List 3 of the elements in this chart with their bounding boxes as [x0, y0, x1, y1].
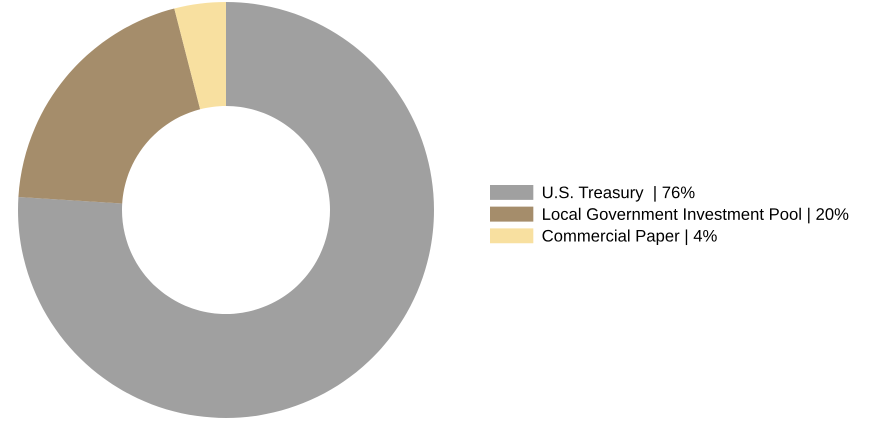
legend-label: Commercial Paper | 4%	[542, 229, 717, 246]
legend-label: Local Government Investment Pool | 20%	[543, 208, 848, 224]
legend-label: U.S. Treasury | 76%	[542, 186, 695, 202]
